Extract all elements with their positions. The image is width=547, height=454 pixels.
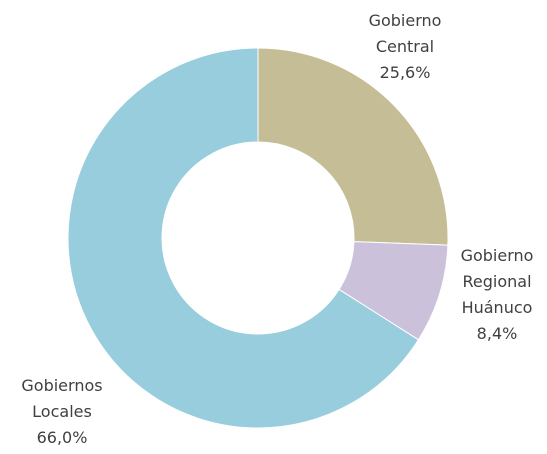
slice-label: Gobierno Central 25,6%	[350, 8, 460, 86]
value-label: 25,6%	[379, 63, 431, 82]
value-label: 8,4%	[476, 324, 518, 343]
slice-label: Gobiernos Locales 66,0%	[7, 373, 117, 451]
category: Gobierno Central	[368, 11, 442, 56]
category: Gobiernos Locales	[21, 376, 103, 421]
donut-slice	[67, 47, 420, 429]
donut-slice	[257, 47, 449, 246]
slice-label: Gobierno Regional Huánuco 8,4%	[447, 243, 547, 347]
value-label: 66,0%	[36, 428, 88, 447]
category: Gobierno Regional Huánuco	[460, 246, 534, 317]
